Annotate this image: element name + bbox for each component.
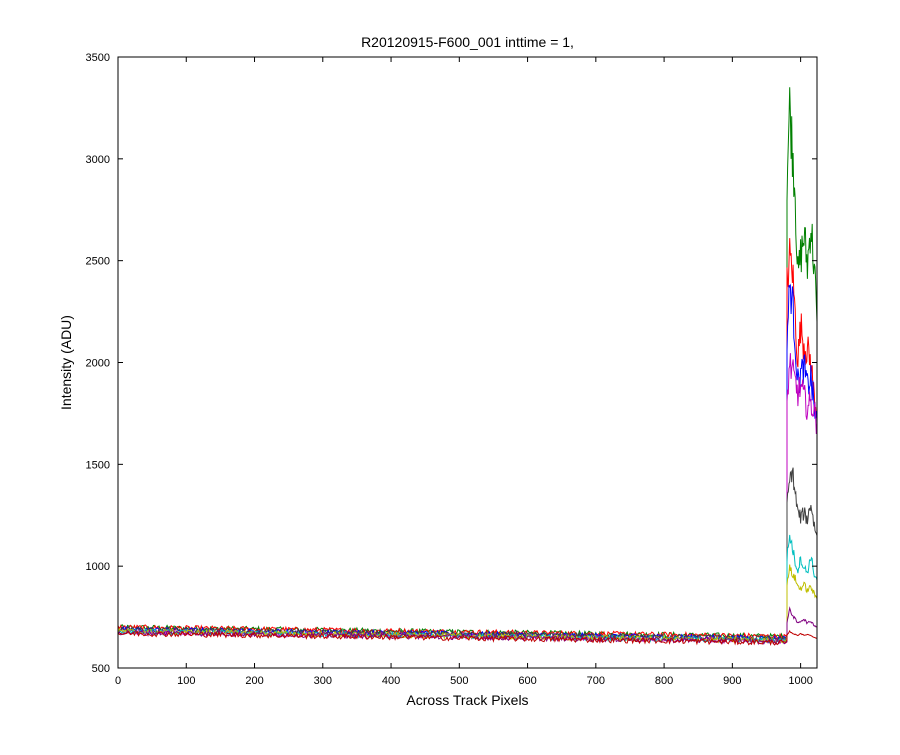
x-tick-label: 1000 — [788, 675, 812, 687]
ticks-layer: 0 100 200 300 400 500 600 700 800 900 1000 500 1000 1… — [86, 52, 817, 687]
x-tick-label: 200 — [245, 675, 263, 687]
x-tick-label: 700 — [587, 675, 605, 687]
y-tick-label: 2500 — [86, 256, 110, 268]
x-tick-label: 900 — [723, 675, 741, 687]
series-line-2 — [117, 238, 818, 640]
x-tick-label: 500 — [450, 675, 468, 687]
x-tick-label: 300 — [314, 675, 332, 687]
y-axis-label: Intensity (ADU) — [58, 315, 74, 410]
x-tick-label: 100 — [177, 675, 195, 687]
series-line-3 — [117, 283, 818, 643]
axes-box — [117, 56, 818, 669]
series-line-1 — [117, 87, 818, 641]
x-tick-label: 0 — [115, 675, 121, 687]
y-tick-label: 500 — [92, 663, 110, 675]
series-line-4 — [117, 353, 818, 645]
series-line-8 — [117, 606, 818, 646]
series-line-9 — [117, 629, 818, 646]
y-tick-label: 2000 — [86, 358, 110, 370]
plot-layer — [117, 87, 818, 646]
series-line-5 — [117, 467, 818, 643]
series-line-6 — [117, 534, 818, 644]
y-tick-label: 3500 — [86, 52, 110, 64]
x-tick-label: 600 — [518, 675, 536, 687]
y-tick-label: 1500 — [86, 459, 110, 471]
x-tick-label: 800 — [655, 675, 673, 687]
x-tick-label: 400 — [382, 675, 400, 687]
x-axis-label: Across Track Pixels — [406, 692, 528, 708]
y-tick-label: 3000 — [86, 154, 110, 166]
y-tick-label: 1000 — [86, 561, 110, 573]
chart-title: R20120915-F600_001 inttime = 1, — [361, 34, 574, 50]
